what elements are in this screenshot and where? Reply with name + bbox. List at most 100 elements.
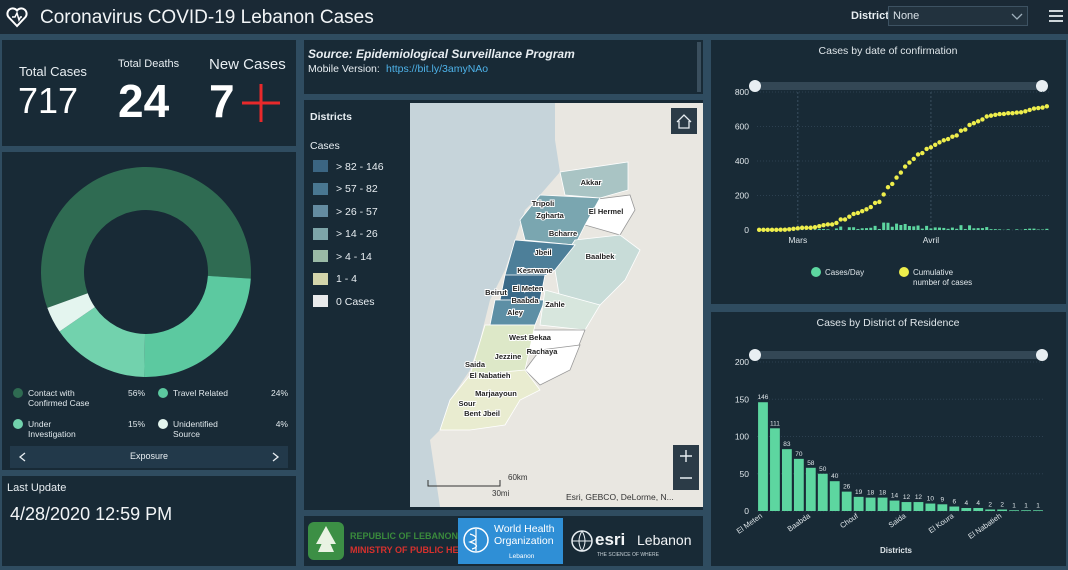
- slider-handle[interactable]: [749, 80, 761, 92]
- legend-swatch: [313, 160, 328, 172]
- district-label: El Meten: [513, 284, 544, 293]
- bar: [781, 449, 792, 511]
- x-tick-label: Avril: [923, 235, 939, 245]
- stat-label: New Cases: [209, 56, 286, 73]
- legend-swatch: [13, 419, 23, 429]
- donut-chart: [41, 166, 252, 377]
- bar-value-label: 18: [879, 490, 887, 497]
- logos-panel: REPUBLIC OF LEBANON MINISTRY OF PUBLIC H…: [304, 516, 703, 566]
- y-tick-label: 400: [735, 156, 749, 166]
- point: [804, 225, 809, 230]
- bar: [937, 227, 942, 230]
- bar: [758, 402, 768, 511]
- y-tick-label: 150: [735, 394, 749, 404]
- point: [812, 225, 818, 230]
- bar: [976, 228, 980, 230]
- mobile-link[interactable]: https://bit.ly/3amyNAo: [386, 63, 489, 75]
- slider-handle[interactable]: [749, 349, 761, 361]
- bar: [912, 226, 916, 230]
- bar: [980, 228, 984, 230]
- slider-handle[interactable]: [1036, 349, 1048, 361]
- bar: [895, 223, 899, 230]
- legend-swatch: [313, 182, 328, 195]
- bar: [903, 223, 907, 230]
- legend-value: 4%: [275, 419, 288, 429]
- point: [834, 220, 839, 226]
- nav-label: Exposure: [129, 451, 169, 461]
- legend-label: > 26 - 57: [336, 205, 378, 218]
- bar: [959, 225, 963, 230]
- bar: [793, 458, 804, 511]
- legend-label: Cumulative number of cases: [913, 268, 973, 287]
- bar-value-label: 19: [855, 489, 863, 496]
- legend-label: Travel Related: [173, 388, 228, 398]
- district-label: Tripoli: [532, 199, 555, 208]
- x-tick-label: El Meten: [735, 511, 764, 535]
- district-label: Saida: [465, 360, 486, 369]
- district-label: Marjaayoun: [475, 389, 517, 398]
- bar: [949, 506, 960, 511]
- bar: [916, 225, 920, 230]
- source-panel: Source: Epidemiological Surveillance Pro…: [304, 40, 703, 94]
- bar: [933, 227, 937, 230]
- who-line3: Lebanon: [509, 553, 535, 560]
- point: [1036, 105, 1041, 111]
- point: [761, 227, 766, 233]
- bar: [852, 227, 856, 230]
- point: [1006, 111, 1011, 116]
- point: [980, 117, 985, 122]
- map[interactable]: Akkar Tripoli Zgharta El Hermel Bcharre Jbeil…: [410, 103, 703, 507]
- legend-swatch: [313, 250, 328, 262]
- legend-swatch: [313, 205, 328, 217]
- y-tick-label: 50: [740, 469, 750, 479]
- bar: [963, 228, 967, 230]
- y-tick-label: 100: [735, 432, 749, 442]
- stat-value: 7: [209, 75, 235, 127]
- moph-line2: MINISTRY OF PUBLIC HEALTH: [350, 545, 482, 555]
- point: [928, 145, 934, 150]
- district-select[interactable]: None: [888, 6, 1028, 26]
- district-label: Aley: [507, 308, 524, 317]
- prev-button[interactable]: [18, 452, 26, 462]
- district-label: Zahle: [545, 300, 565, 309]
- legend-label: > 4 - 14: [336, 250, 372, 263]
- scale-label: 60km: [508, 473, 528, 482]
- point: [993, 112, 998, 117]
- slider-handle[interactable]: [1036, 80, 1048, 92]
- stat-value: 24: [118, 75, 170, 127]
- point: [1027, 107, 1032, 113]
- point: [963, 127, 968, 132]
- bar: [946, 228, 950, 230]
- bar: [907, 226, 911, 230]
- bar: [1021, 510, 1031, 511]
- bar: [937, 504, 948, 511]
- bar: [929, 228, 933, 230]
- bar-value-label: 4: [964, 500, 968, 507]
- menu-button[interactable]: [1048, 9, 1064, 23]
- filter-label: District: [851, 10, 889, 22]
- bar-value-label: 18: [867, 490, 875, 497]
- donut-slice: [41, 166, 252, 308]
- bar-value-label: 4: [976, 500, 980, 507]
- district-label: West Bekaa: [509, 333, 552, 342]
- district-label: Sour: [458, 399, 475, 408]
- bar: [822, 228, 826, 230]
- point: [997, 111, 1002, 117]
- x-tick-label: Mars: [788, 235, 807, 245]
- logos: REPUBLIC OF LEBANON MINISTRY OF PUBLIC H…: [308, 518, 692, 564]
- district-label: El Hermel: [589, 207, 624, 216]
- esri-name: esri: [595, 530, 625, 549]
- bar: [1009, 510, 1020, 511]
- bar: [972, 228, 976, 230]
- select-value: None: [893, 10, 920, 22]
- y-tick-label: 0: [744, 506, 749, 516]
- legend-label: Contact with Confirmed Case: [28, 388, 90, 408]
- legend-swatch: [158, 388, 168, 398]
- district-label: Kesrwane: [517, 266, 552, 275]
- scale-label: 30mi: [492, 489, 510, 498]
- bar: [913, 502, 924, 511]
- district-label: Jezzine: [495, 352, 522, 361]
- bar: [856, 228, 860, 230]
- next-button[interactable]: [272, 452, 280, 462]
